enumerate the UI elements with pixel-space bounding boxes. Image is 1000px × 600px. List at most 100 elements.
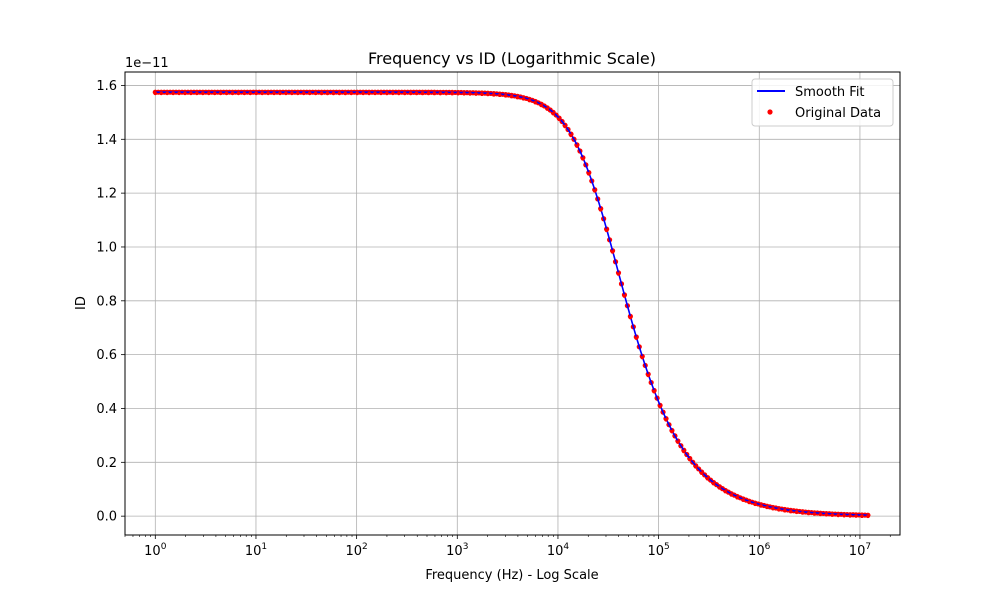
original-data-point (195, 91, 199, 96)
original-data-point (699, 471, 704, 476)
plot-frame (124, 71, 901, 536)
original-data-point (860, 514, 864, 519)
x-tick-label: 102 (345, 542, 367, 559)
original-data-point (391, 91, 395, 96)
original-data-point (842, 513, 846, 518)
original-data-point (759, 504, 763, 508)
original-data-point (396, 91, 401, 96)
original-data-point (331, 91, 336, 96)
original-data-point (491, 93, 496, 97)
x-tick-label: 103 (446, 542, 468, 559)
original-data-point (557, 117, 561, 122)
original-data-point (290, 91, 294, 96)
y-tick-label: 1.2 (96, 187, 117, 202)
original-data-point (497, 93, 502, 98)
legend-box (751, 78, 894, 127)
original-data-point (408, 91, 413, 96)
original-data-point (622, 294, 627, 298)
original-data-point (830, 513, 835, 517)
original-data-point (284, 91, 288, 96)
original-data-point (450, 91, 455, 96)
legend: Smooth Fit Original Data (751, 78, 894, 127)
original-data-point (646, 373, 650, 378)
y-axis-label: ID (74, 296, 89, 310)
original-data-point (402, 91, 407, 96)
original-data-point (794, 510, 799, 515)
x-tick-label: 106 (748, 542, 771, 559)
original-data-point (373, 91, 377, 96)
original-data-point (533, 100, 538, 105)
y-tick-label: 1.4 (96, 133, 117, 148)
original-data-point (569, 133, 573, 138)
original-data-point (735, 495, 740, 500)
original-data-point (652, 389, 656, 394)
original-data-point (693, 465, 698, 469)
y-tick-label: 0.0 (96, 510, 117, 525)
original-data-point (866, 514, 870, 519)
y-tick-label: 0.4 (96, 402, 117, 417)
original-data-point (301, 91, 306, 96)
legend-smooth-fit-label: Smooth Fit (795, 85, 865, 100)
original-data-point (379, 91, 383, 96)
original-data-point (486, 92, 490, 97)
original-data-point (468, 92, 472, 96)
x-axis-label: Frequency (Hz) - Log Scale (425, 568, 598, 583)
original-data-point (771, 506, 775, 511)
x-tick-label: 101 (245, 542, 267, 559)
original-data-point (325, 91, 330, 96)
original-data-point (818, 512, 823, 517)
original-data-point (676, 440, 680, 444)
original-data-point (349, 91, 354, 96)
original-data-point (462, 91, 466, 96)
original-data-point (788, 509, 793, 514)
y-tick-label: 1.0 (96, 240, 117, 255)
original-data-point (539, 103, 544, 108)
original-data-point (521, 97, 526, 101)
original-data-point (575, 144, 579, 148)
y-tick-label: 0.6 (96, 348, 117, 363)
original-data-point (610, 250, 615, 254)
original-data-point (682, 449, 686, 454)
original-data-point (806, 511, 811, 516)
original-data-point (480, 92, 484, 97)
original-data-point (444, 91, 449, 96)
original-data-point (634, 336, 639, 340)
original-data-point (266, 91, 270, 96)
original-data-point (687, 457, 692, 462)
y-offset-label: 1e−11 (125, 56, 169, 71)
original-data-point (414, 91, 419, 96)
original-data-point (153, 91, 158, 96)
original-data-point (854, 514, 858, 518)
original-data-point (616, 272, 621, 276)
original-data-point (551, 111, 555, 116)
original-data-point (385, 91, 389, 96)
original-data-point (171, 91, 175, 96)
original-data-point (848, 514, 852, 518)
original-data-point (165, 91, 169, 96)
original-data-point (313, 91, 318, 96)
original-data-point (307, 91, 312, 96)
y-tick-label: 0.8 (96, 294, 117, 309)
original-data-point (218, 91, 223, 96)
original-data-point (438, 91, 443, 96)
original-data-point (177, 91, 181, 96)
original-data-point (355, 91, 360, 96)
original-data-point (278, 91, 282, 96)
original-data-point (230, 91, 235, 96)
original-data-point (420, 91, 425, 96)
original-data-point (717, 486, 722, 490)
original-data-point (212, 91, 217, 96)
original-data-point (747, 500, 751, 505)
chart-title: Frequency vs ID (Logarithmic Scale) (368, 49, 656, 68)
x-tick-label: 107 (849, 542, 871, 559)
original-data-point (777, 507, 781, 512)
original-data-point (248, 91, 253, 96)
original-data-point (337, 91, 342, 96)
original-data-point (426, 91, 431, 96)
original-data-point (782, 508, 787, 513)
grid (125, 72, 900, 535)
original-data-point (711, 481, 716, 486)
original-data-point (254, 91, 259, 96)
original-data-point (598, 208, 603, 212)
original-data-point (509, 94, 514, 99)
